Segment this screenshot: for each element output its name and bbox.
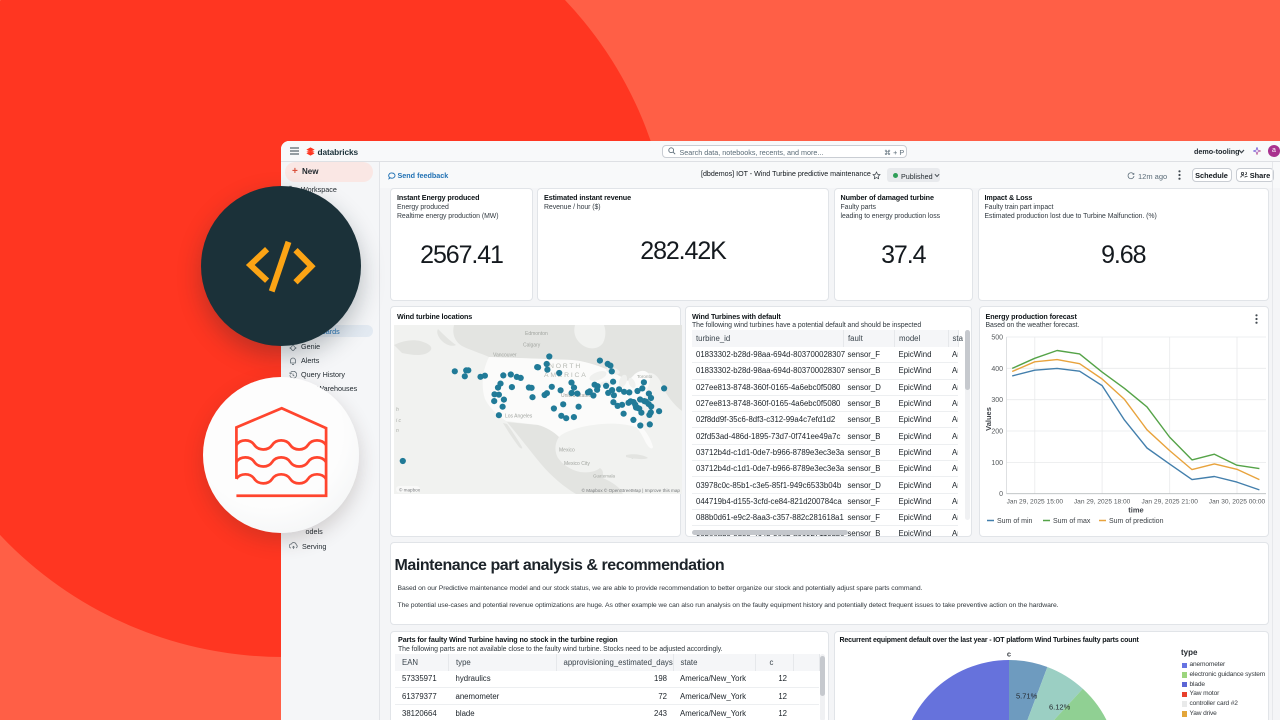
svg-text:Jan 29, 2025 18:00: Jan 29, 2025 18:00 (1073, 498, 1130, 505)
svg-text:100: 100 (991, 459, 1003, 466)
svg-text:Jan 30, 2025 00:00: Jan 30, 2025 00:00 (1208, 498, 1265, 505)
svg-text:Sum of min: Sum of min (997, 518, 1033, 525)
svg-text:Sum of prediction: Sum of prediction (1109, 518, 1164, 525)
svg-text:© mapbox: © mapbox (399, 487, 421, 493)
svg-text:AMERICA: AMERICA (544, 372, 588, 379)
svg-text:time: time (1128, 505, 1143, 514)
svg-text:200: 200 (991, 428, 1003, 435)
svg-text:Jan 29, 2025 21:00: Jan 29, 2025 21:00 (1141, 498, 1198, 505)
svg-text:Vancouver: Vancouver (493, 353, 517, 359)
svg-text:h: h (396, 407, 399, 413)
svg-text:c: c (1006, 650, 1010, 659)
svg-text:Values: Values (984, 407, 993, 431)
svg-text:Jan 29, 2025 15:00: Jan 29, 2025 15:00 (1006, 498, 1063, 505)
svg-text:i c: i c (396, 418, 402, 424)
svg-text:Sum of max: Sum of max (1053, 518, 1091, 525)
svg-text:Guatemala: Guatemala (593, 474, 616, 479)
svg-text:n: n (396, 428, 399, 434)
svg-text:500: 500 (991, 334, 1003, 341)
svg-text:300: 300 (991, 397, 1003, 404)
svg-text:6.12%: 6.12% (1049, 703, 1071, 712)
svg-text:0: 0 (999, 491, 1003, 498)
svg-text:Mexico: Mexico (559, 448, 575, 454)
svg-text:Toronto: Toronto (637, 374, 653, 379)
svg-text:Los Angeles: Los Angeles (505, 414, 533, 420)
svg-text:NORTH: NORTH (549, 363, 582, 370)
svg-text:Calgary: Calgary (523, 343, 541, 349)
svg-text:400: 400 (991, 365, 1003, 372)
svg-text:© Mapbox © OpenStreetMap | Imp: © Mapbox © OpenStreetMap | Improve this … (582, 487, 681, 493)
svg-text:Mexico City: Mexico City (564, 461, 590, 467)
svg-text:Edmonton: Edmonton (525, 331, 548, 337)
svg-text:5.71%: 5.71% (1016, 692, 1038, 701)
